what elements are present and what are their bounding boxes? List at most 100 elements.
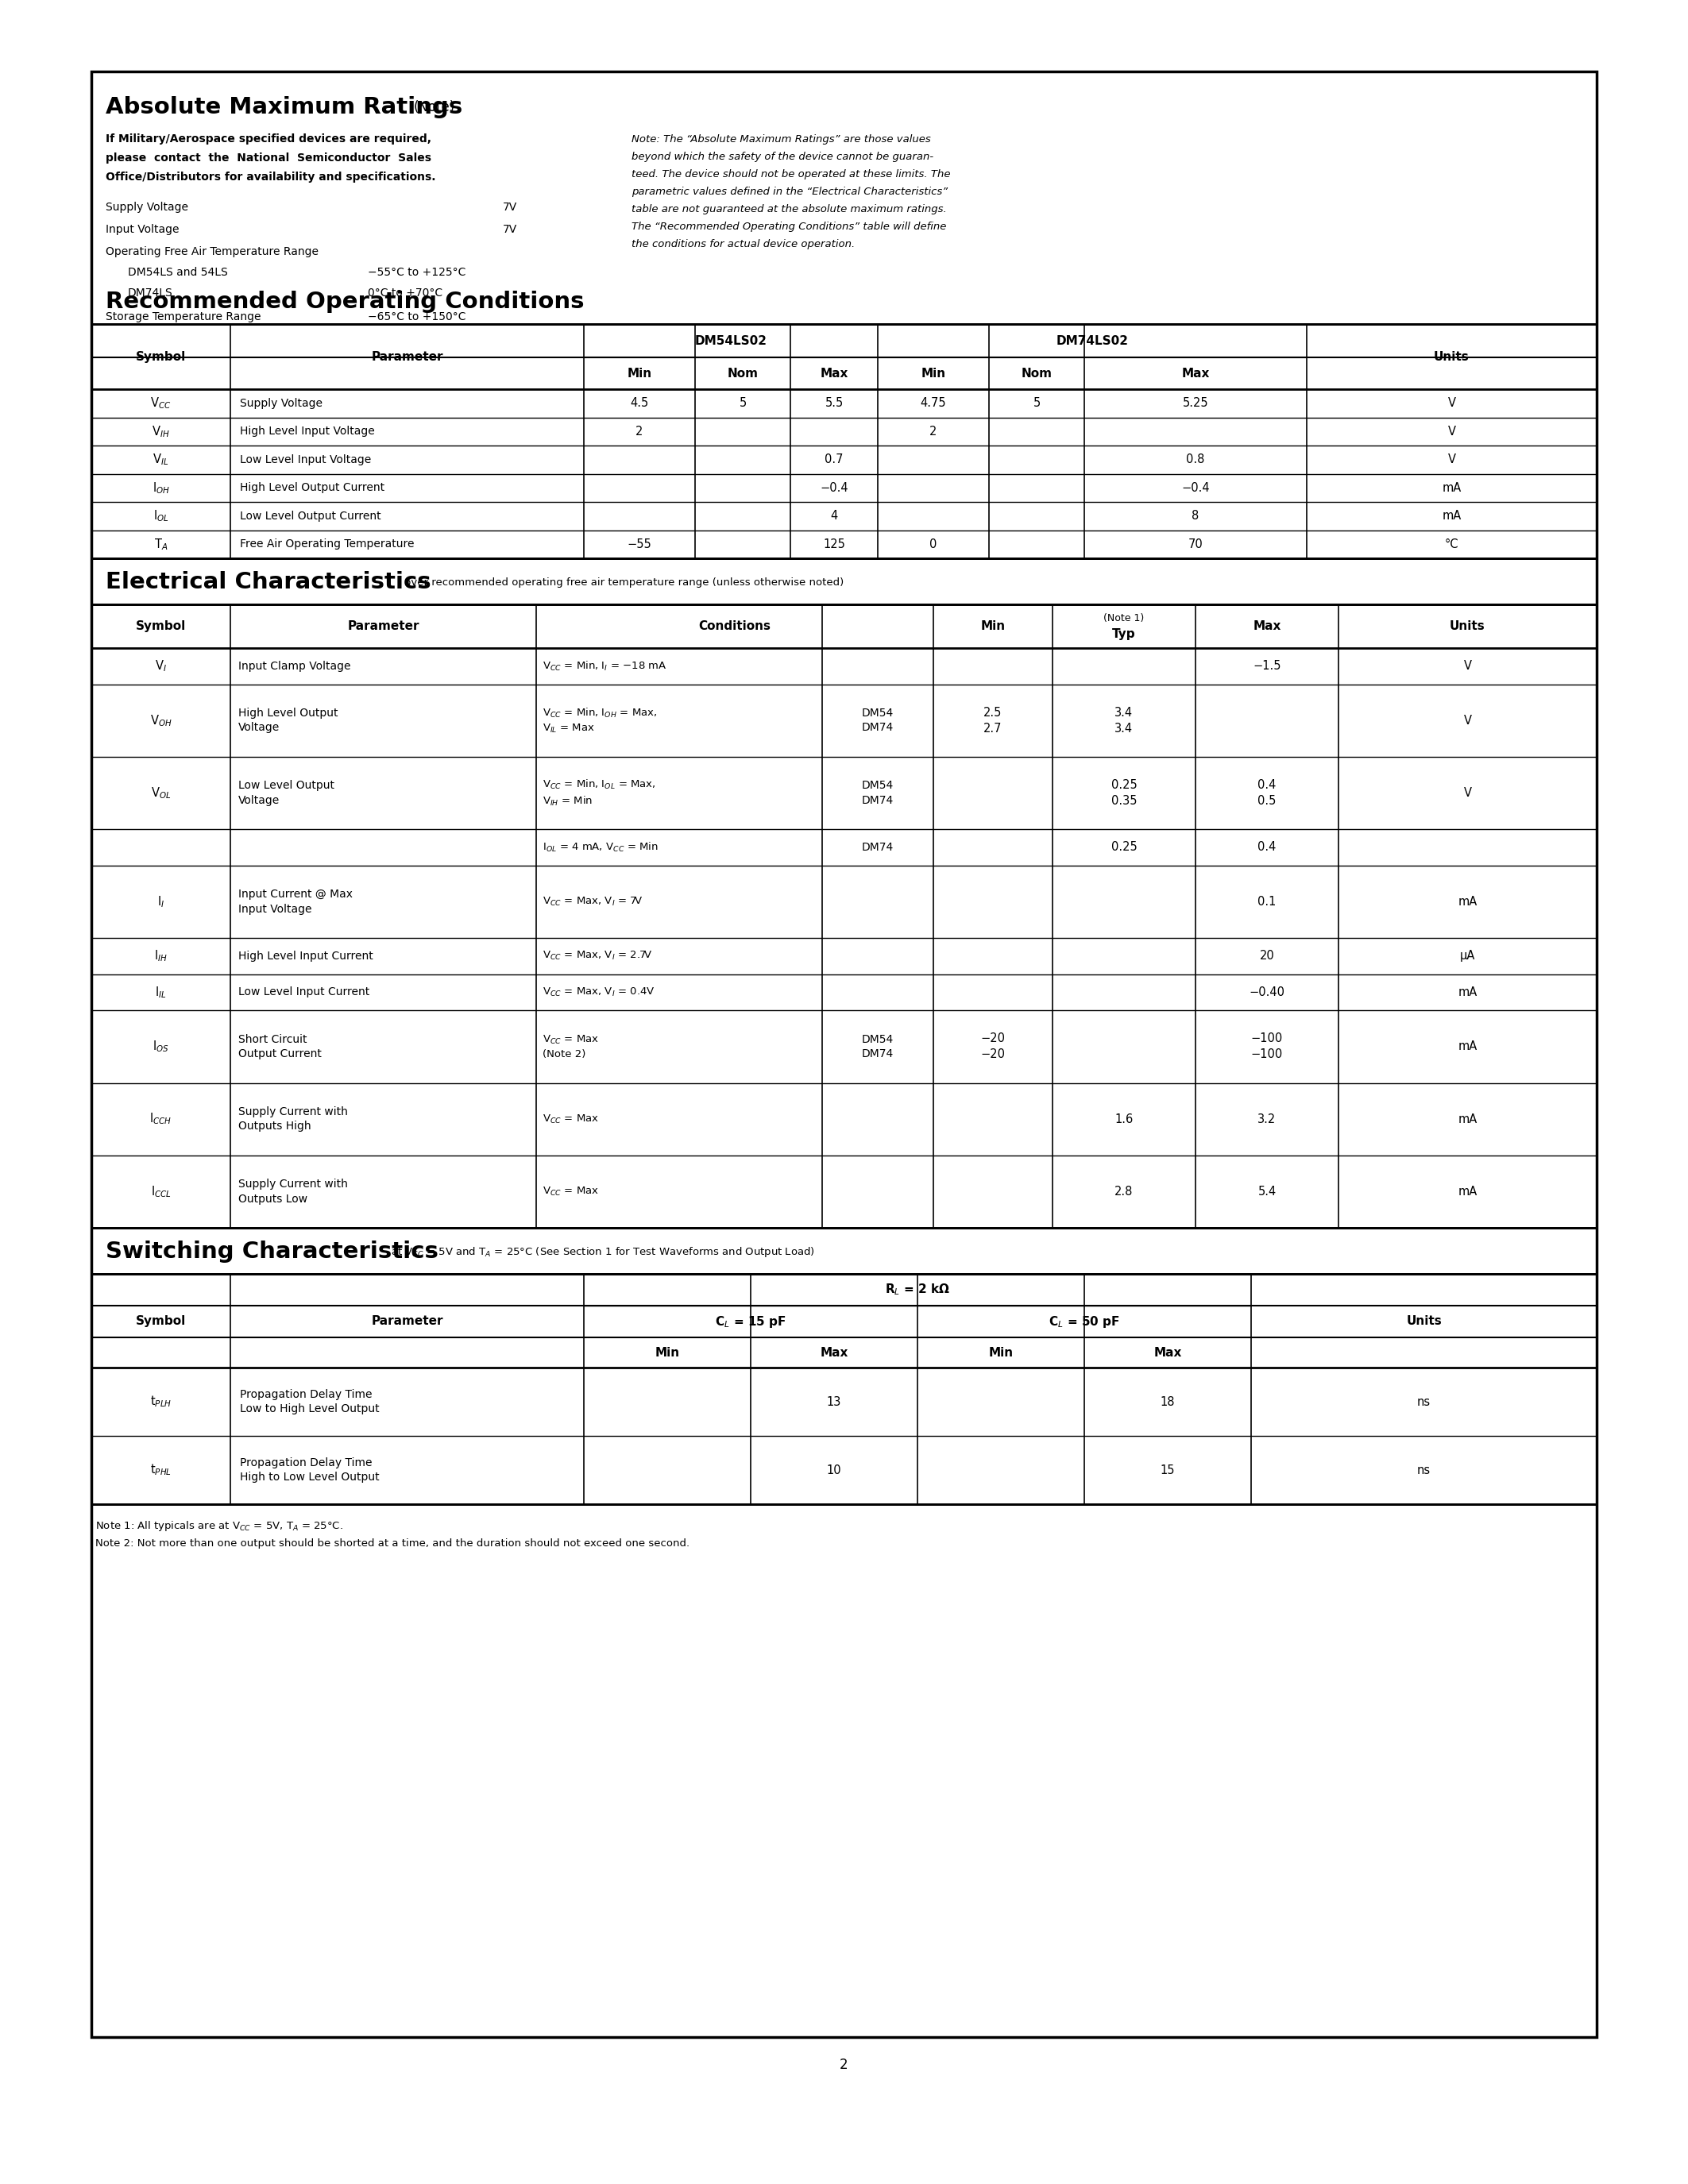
Text: V$_{CC}$ = Min, I$_{OH}$ = Max,
V$_{IL}$ = Max: V$_{CC}$ = Min, I$_{OH}$ = Max, V$_{IL}$… — [542, 705, 657, 734]
Text: 1.6: 1.6 — [1114, 1114, 1133, 1125]
Text: Note 1: All typicals are at V$_{CC}$ = 5V, T$_A$ = 25°C.: Note 1: All typicals are at V$_{CC}$ = 5… — [95, 1520, 343, 1533]
Text: t$_{PHL}$: t$_{PHL}$ — [150, 1463, 172, 1476]
Text: 2: 2 — [839, 2057, 847, 2073]
Text: Symbol: Symbol — [135, 1315, 186, 1326]
Text: V$_{CC}$ = Min, I$_{OL}$ = Max,
V$_{IH}$ = Min: V$_{CC}$ = Min, I$_{OL}$ = Max, V$_{IH}$… — [542, 778, 657, 808]
Text: High Level Input Current: High Level Input Current — [238, 950, 373, 961]
Text: Units: Units — [1450, 620, 1485, 631]
Text: V$_{CC}$ = Max: V$_{CC}$ = Max — [542, 1114, 599, 1125]
Text: V$_{CC}$ = Max, V$_I$ = 0.4V: V$_{CC}$ = Max, V$_I$ = 0.4V — [542, 987, 655, 998]
Text: Electrical Characteristics: Electrical Characteristics — [106, 570, 430, 594]
Text: 2: 2 — [930, 426, 937, 437]
Text: Supply Voltage: Supply Voltage — [240, 397, 322, 408]
Text: Input Voltage: Input Voltage — [106, 225, 179, 236]
Text: V: V — [1448, 454, 1455, 465]
Text: Nom: Nom — [1021, 367, 1052, 380]
Text: Units: Units — [1406, 1315, 1442, 1326]
Text: 0.1: 0.1 — [1258, 895, 1276, 909]
Text: −65°C to +150°C: −65°C to +150°C — [368, 312, 466, 323]
Text: (Note): (Note) — [414, 100, 456, 114]
Text: 125: 125 — [824, 537, 846, 550]
Text: Max: Max — [820, 367, 847, 380]
Text: −0.4: −0.4 — [1182, 483, 1210, 494]
Text: T$_A$: T$_A$ — [154, 537, 167, 553]
Text: Propagation Delay Time
High to Low Level Output: Propagation Delay Time High to Low Level… — [240, 1457, 380, 1483]
Text: −20
−20: −20 −20 — [981, 1033, 1006, 1061]
Text: Note 2: Not more than one output should be shorted at a time, and the duration s: Note 2: Not more than one output should … — [95, 1540, 690, 1548]
Text: mA: mA — [1458, 1042, 1477, 1053]
Text: mA: mA — [1442, 483, 1462, 494]
Text: I$_{CCL}$: I$_{CCL}$ — [150, 1184, 170, 1199]
Text: Parameter: Parameter — [371, 352, 442, 363]
Text: Nom: Nom — [728, 367, 758, 380]
Text: Symbol: Symbol — [135, 620, 186, 631]
Text: Typ: Typ — [1112, 627, 1136, 640]
Text: Low Level Output Current: Low Level Output Current — [240, 511, 381, 522]
Text: the conditions for actual device operation.: the conditions for actual device operati… — [631, 238, 854, 249]
Text: 2: 2 — [636, 426, 643, 437]
Text: Free Air Operating Temperature: Free Air Operating Temperature — [240, 539, 414, 550]
Text: 0.4: 0.4 — [1258, 841, 1276, 854]
Text: Short Circuit
Output Current: Short Circuit Output Current — [238, 1033, 322, 1059]
Text: Recommended Operating Conditions: Recommended Operating Conditions — [106, 290, 584, 312]
Text: Office/Distributors for availability and specifications.: Office/Distributors for availability and… — [106, 173, 436, 183]
Text: Low Level Output
Voltage: Low Level Output Voltage — [238, 780, 334, 806]
Text: beyond which the safety of the device cannot be guaran-: beyond which the safety of the device ca… — [631, 151, 933, 162]
Text: teed. The device should not be operated at these limits. The: teed. The device should not be operated … — [631, 168, 950, 179]
Text: 7V: 7V — [503, 225, 517, 236]
Text: Propagation Delay Time
Low to High Level Output: Propagation Delay Time Low to High Level… — [240, 1389, 380, 1415]
Text: −0.4: −0.4 — [820, 483, 849, 494]
Text: If Military/Aerospace specified devices are required,: If Military/Aerospace specified devices … — [106, 133, 432, 144]
Text: Supply Current with
Outputs High: Supply Current with Outputs High — [238, 1107, 348, 1131]
Text: Conditions: Conditions — [699, 620, 771, 631]
Text: at V$_{CC}$ = 5V and T$_A$ = 25°C (See Section 1 for Test Waveforms and Output L: at V$_{CC}$ = 5V and T$_A$ = 25°C (See S… — [388, 1245, 815, 1258]
Text: 15: 15 — [1160, 1463, 1175, 1476]
Text: 10: 10 — [827, 1463, 841, 1476]
Text: 4.5: 4.5 — [630, 397, 648, 408]
Text: 8: 8 — [1192, 511, 1198, 522]
Text: V$_{CC}$ = Max, V$_I$ = 7V: V$_{CC}$ = Max, V$_I$ = 7V — [542, 895, 643, 909]
Text: I$_{OH}$: I$_{OH}$ — [152, 480, 169, 496]
Text: Input Current @ Max
Input Voltage: Input Current @ Max Input Voltage — [238, 889, 353, 915]
Text: 5.4: 5.4 — [1258, 1186, 1276, 1197]
Text: V$_{CC}$ = Max: V$_{CC}$ = Max — [542, 1186, 599, 1197]
Text: Symbol: Symbol — [135, 352, 186, 363]
Text: −1.5: −1.5 — [1252, 660, 1281, 673]
Text: 0.7: 0.7 — [825, 454, 844, 465]
Text: Min: Min — [922, 367, 945, 380]
Text: °C: °C — [1445, 537, 1458, 550]
Text: DM54
DM74: DM54 DM74 — [863, 1033, 893, 1059]
Text: Supply Current with
Outputs Low: Supply Current with Outputs Low — [238, 1179, 348, 1203]
Text: 0.8: 0.8 — [1187, 454, 1205, 465]
Text: parametric values defined in the “Electrical Characteristics”: parametric values defined in the “Electr… — [631, 186, 947, 197]
Text: Min: Min — [989, 1348, 1013, 1358]
Text: 0°C to +70°C: 0°C to +70°C — [368, 288, 442, 299]
Text: V$_{CC}$ = Min, I$_I$ = −18 mA: V$_{CC}$ = Min, I$_I$ = −18 mA — [542, 660, 667, 673]
Text: 2.5
2.7: 2.5 2.7 — [984, 708, 1003, 734]
Text: Operating Free Air Temperature Range: Operating Free Air Temperature Range — [106, 247, 319, 258]
Text: I$_{CCH}$: I$_{CCH}$ — [150, 1112, 172, 1127]
Text: 0.25: 0.25 — [1111, 841, 1138, 854]
Text: 5.25: 5.25 — [1183, 397, 1209, 408]
Text: mA: mA — [1458, 987, 1477, 998]
Text: 3.4
3.4: 3.4 3.4 — [1114, 708, 1133, 734]
Text: High Level Output
Voltage: High Level Output Voltage — [238, 708, 338, 734]
Bar — [91, 1273, 1597, 1505]
Text: DM54LS02: DM54LS02 — [695, 334, 766, 347]
Text: 3.2: 3.2 — [1258, 1114, 1276, 1125]
Text: −55°C to +125°C: −55°C to +125°C — [368, 266, 466, 277]
Text: Parameter: Parameter — [371, 1315, 442, 1326]
Text: R$_L$ = 2 kΩ: R$_L$ = 2 kΩ — [885, 1282, 950, 1297]
Text: mA: mA — [1458, 895, 1477, 909]
Text: 5.5: 5.5 — [825, 397, 844, 408]
Text: I$_{IL}$: I$_{IL}$ — [155, 985, 167, 1000]
Text: Max: Max — [820, 1348, 847, 1358]
Text: High Level Input Voltage: High Level Input Voltage — [240, 426, 375, 437]
Text: DM74: DM74 — [863, 841, 893, 854]
Text: mA: mA — [1458, 1114, 1477, 1125]
Text: −0.40: −0.40 — [1249, 987, 1285, 998]
Text: V$_{CC}$ = Max, V$_I$ = 2.7V: V$_{CC}$ = Max, V$_I$ = 2.7V — [542, 950, 653, 961]
Text: C$_L$ = 15 pF: C$_L$ = 15 pF — [716, 1315, 787, 1330]
Text: V$_{IH}$: V$_{IH}$ — [152, 424, 170, 439]
Text: 4.75: 4.75 — [920, 397, 947, 408]
